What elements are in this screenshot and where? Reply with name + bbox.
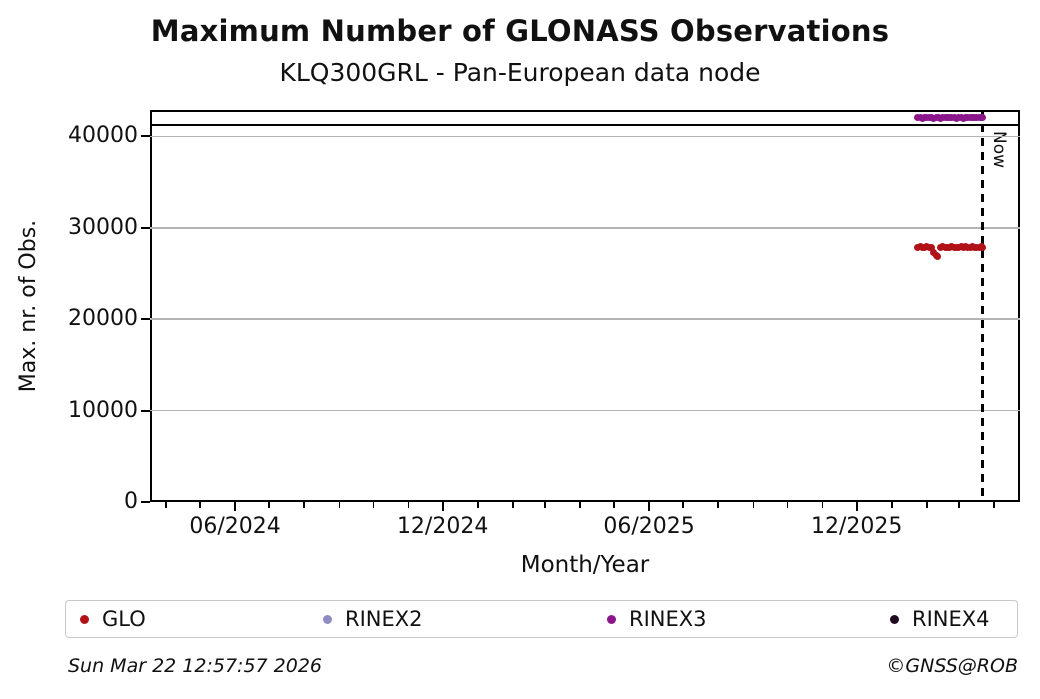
legend-item-rinex3: RINEX3	[607, 600, 707, 638]
x-tick-minor	[543, 502, 546, 508]
event-line	[636, 110, 639, 502]
x-tick-major	[441, 502, 444, 511]
legend-item-rinex4: RINEX4	[890, 600, 990, 638]
x-tick-minor	[926, 502, 928, 508]
legend-item-rinex2: RINEX2	[323, 600, 423, 638]
legend-label-rinex4: RINEX4	[912, 607, 990, 631]
gridline	[150, 227, 1020, 229]
y-tick-label: 10000	[68, 397, 138, 423]
legend-item-glo: GLO	[80, 600, 146, 638]
x-tick-minor	[891, 502, 893, 508]
rinex2-marker-icon	[323, 614, 332, 624]
gridline	[150, 318, 1020, 320]
x-tick-minor	[407, 502, 410, 508]
y-tick-label: 0	[124, 489, 138, 514]
x-tick-minor	[993, 502, 995, 508]
event-line	[945, 110, 948, 502]
data-point-glo	[979, 243, 987, 251]
y-tick-label: 30000	[68, 214, 138, 240]
glo-marker-icon	[80, 614, 89, 624]
x-tick-label: 06/2024	[189, 514, 281, 539]
x-tick-minor	[303, 502, 306, 508]
y-tick-mark	[141, 409, 150, 412]
rinex3-marker-icon	[607, 614, 616, 624]
x-tick-minor	[338, 502, 341, 508]
y-tick-mark	[141, 135, 150, 138]
x-tick-minor	[957, 502, 960, 508]
now-line	[981, 110, 984, 502]
plot-area	[150, 110, 1020, 502]
data-point-glo	[933, 252, 941, 260]
x-tick-label: 06/2025	[603, 514, 695, 539]
x-tick-minor	[717, 502, 720, 508]
y-tick-mark	[141, 501, 150, 503]
gridline	[150, 409, 1020, 412]
reference-line	[150, 123, 1020, 126]
x-tick-minor	[268, 502, 270, 508]
chart-subtitle: KLQ300GRL - Pan-European data node	[279, 58, 761, 87]
x-tick-label: 12/2024	[396, 514, 489, 539]
y-tick-mark	[141, 226, 150, 229]
x-tick-minor	[165, 502, 167, 508]
y-tick-mark	[141, 318, 150, 321]
x-tick-minor	[613, 502, 615, 508]
rinex4-marker-icon	[890, 614, 899, 624]
x-tick-label: 12/2025	[810, 514, 903, 539]
data-point-rinex3	[979, 114, 987, 122]
x-tick-minor	[682, 502, 684, 508]
x-tick-minor	[512, 502, 514, 508]
legend-label-glo: GLO	[102, 607, 146, 631]
x-tick-minor	[477, 502, 479, 508]
legend-label-rinex3: RINEX3	[629, 607, 707, 631]
copyright-text: ©GNSS@ROB	[886, 655, 1018, 677]
legend-box	[65, 600, 1018, 638]
x-tick-minor	[579, 502, 581, 508]
y-tick-label: 20000	[68, 306, 138, 332]
x-tick-major	[855, 502, 858, 511]
x-tick-minor	[752, 502, 755, 508]
x-tick-minor	[786, 502, 789, 508]
chart-title: Maximum Number of GLONASS Observations	[150, 14, 890, 48]
x-tick-minor	[821, 502, 824, 508]
x-axis-label: Month/Year	[520, 552, 650, 578]
x-tick-minor	[199, 502, 201, 508]
data-point-glo	[928, 243, 936, 251]
gridline	[150, 135, 1020, 138]
legend-label-rinex2: RINEX2	[345, 607, 423, 631]
y-tick-label: 40000	[68, 123, 138, 149]
x-tick-major	[234, 502, 237, 511]
x-tick-major	[648, 502, 651, 511]
x-tick-minor	[372, 502, 375, 508]
plot-timestamp: Sun Mar 22 12:57:57 2026	[68, 655, 323, 677]
